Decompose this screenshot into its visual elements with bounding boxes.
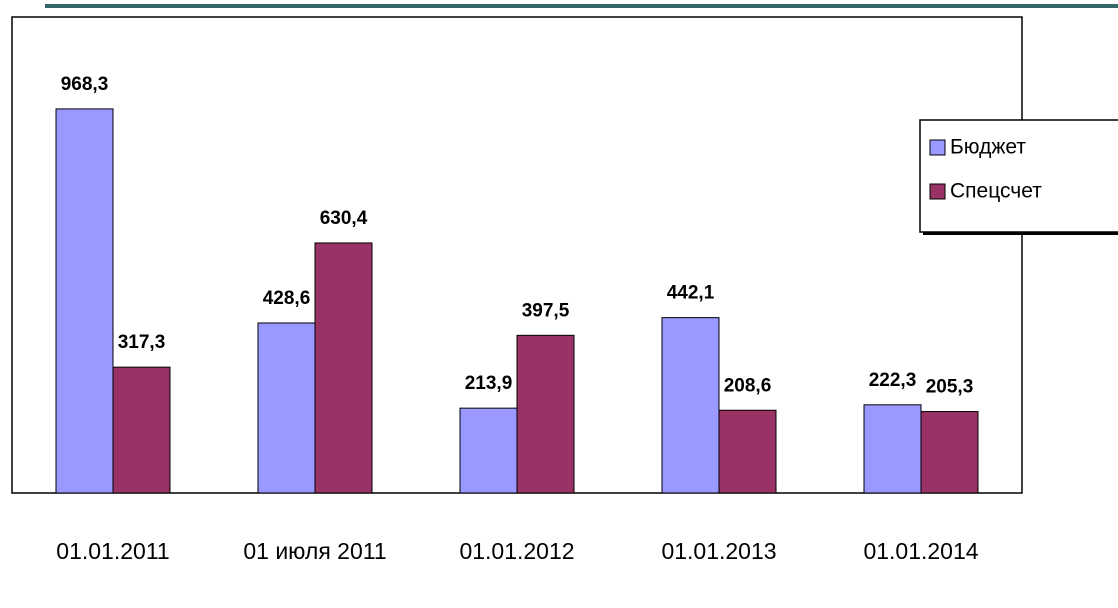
legend-swatch <box>929 183 946 200</box>
bar <box>112 366 171 494</box>
bar <box>314 242 373 494</box>
data-label: 630,4 <box>320 208 368 229</box>
bar <box>257 322 316 494</box>
bar <box>718 409 777 494</box>
bar <box>661 317 720 494</box>
bar <box>863 404 922 494</box>
legend-box <box>919 119 1118 233</box>
legend-label: Спецсчет <box>950 180 1042 203</box>
data-label: 397,5 <box>522 300 570 321</box>
x-tick-label: 01.01.2013 <box>661 538 776 564</box>
bar <box>516 334 575 494</box>
data-label: 317,3 <box>118 332 166 353</box>
data-label: 213,9 <box>465 373 513 394</box>
x-tick-label: 01.01.2011 <box>56 538 169 564</box>
bar <box>55 108 114 494</box>
data-label: 205,3 <box>926 377 974 398</box>
bar <box>920 411 979 494</box>
data-label: 428,6 <box>263 288 311 309</box>
data-label: 442,1 <box>667 283 715 304</box>
legend-swatch <box>929 139 946 156</box>
x-tick-label: 01.01.2014 <box>863 538 978 564</box>
legend: Бюджет Спецсчет <box>919 119 1118 235</box>
data-label: 968,3 <box>61 74 109 95</box>
data-label: 208,6 <box>724 375 772 396</box>
data-label: 222,3 <box>869 370 917 391</box>
bar <box>459 407 518 494</box>
legend-shadow <box>923 232 1118 235</box>
legend-label: Бюджет <box>950 136 1026 159</box>
x-tick-label: 01 июля 2011 <box>243 538 386 564</box>
x-tick-label: 01.01.2012 <box>459 538 574 564</box>
